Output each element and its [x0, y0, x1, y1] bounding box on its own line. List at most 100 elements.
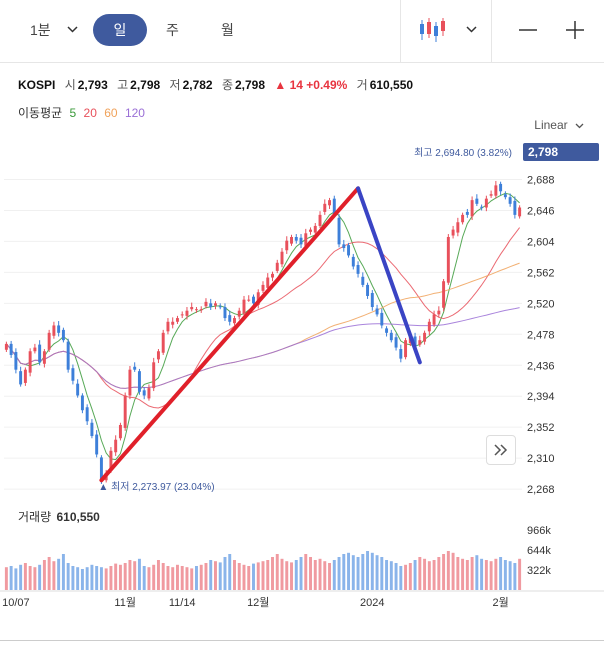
candle-body	[271, 273, 274, 278]
volume-bar	[228, 554, 232, 590]
volume-bar	[328, 563, 332, 590]
candle-body	[370, 293, 374, 308]
candle-body	[80, 395, 84, 411]
candle-body	[128, 369, 132, 396]
current-price-label: 2,798	[528, 145, 558, 159]
tab-month[interactable]: 월	[221, 22, 234, 38]
candle-body	[9, 343, 13, 355]
volume-bar	[370, 552, 374, 590]
volume-bar	[484, 560, 488, 590]
open-label: 시	[64, 78, 76, 92]
scale-label: Linear	[534, 118, 568, 132]
volume-bar	[480, 558, 484, 590]
candle-body	[95, 434, 99, 455]
candle-body	[175, 318, 179, 322]
candle-body	[204, 301, 208, 307]
interval-select[interactable]: 1분	[30, 22, 51, 38]
volume-bar	[442, 554, 446, 590]
annotations: 2,798 최고 2,694.80 (3.82%) ▲ 최저 2,273.97 (2…	[98, 143, 599, 493]
volume-bar	[223, 557, 227, 590]
candle-body	[446, 236, 450, 283]
volume-bar	[171, 567, 175, 590]
volume-bar	[52, 561, 56, 590]
candle-body	[90, 422, 94, 437]
candle-body	[137, 371, 141, 392]
candle-body	[451, 229, 455, 236]
trend-lines	[99, 186, 422, 483]
volume-bar	[271, 557, 274, 590]
index-name: KOSPI	[18, 78, 56, 92]
candle-body	[309, 229, 312, 232]
candle-body	[489, 194, 493, 196]
candle-body	[252, 296, 255, 304]
candle-body	[118, 424, 122, 439]
volume-bar	[427, 561, 431, 590]
candle-body	[494, 185, 498, 196]
volume-label: 거	[356, 78, 368, 92]
ma60-line	[6, 262, 520, 389]
volume-bar	[118, 564, 122, 590]
candle-body	[347, 245, 351, 256]
candle-body	[4, 343, 8, 350]
volume-bar	[508, 561, 512, 590]
grid	[4, 178, 522, 490]
volume-bar	[137, 558, 141, 590]
candle-body	[133, 366, 137, 370]
y-tick-label: 2,310	[527, 453, 555, 465]
candle-body	[85, 407, 89, 422]
price-info: KOSPI 시 2,793 고 2,798 저 2,782 종 2,798 ▲ 14 +…	[18, 76, 413, 93]
volume-bar	[461, 558, 465, 590]
candle-body	[142, 390, 146, 396]
volume-bar	[161, 563, 165, 590]
low-value: 2,782	[182, 78, 213, 92]
chevron-down-icon[interactable]	[67, 24, 78, 36]
candle-body	[299, 237, 303, 245]
volume-bar	[399, 566, 403, 590]
volume-bar	[342, 554, 346, 590]
candle-body	[38, 344, 42, 363]
high-value: 2,798	[130, 78, 161, 92]
ma-120: 120	[124, 106, 145, 120]
candle-body	[47, 332, 51, 350]
candle-body	[304, 233, 308, 246]
candle-body	[66, 341, 70, 370]
chart-type-chevron-icon[interactable]	[466, 24, 477, 36]
ma-20: 20	[83, 106, 97, 120]
volume-bar	[199, 564, 203, 590]
volume-bar	[351, 555, 355, 590]
candle-body	[323, 203, 327, 212]
zoom-out-icon[interactable]	[510, 12, 546, 48]
volume-bar	[294, 560, 298, 590]
candle-body	[266, 277, 270, 288]
candle-body	[242, 299, 246, 314]
volume-bar	[437, 557, 441, 590]
scale-select[interactable]: Linear	[534, 118, 584, 132]
volume-bar	[247, 566, 251, 590]
volume-bar	[503, 560, 507, 590]
candle-body	[408, 336, 412, 344]
x-tick-label: 2024	[360, 597, 384, 609]
candlestick-chart-icon[interactable]	[414, 12, 450, 48]
ma-60: 60	[104, 106, 118, 120]
scroll-to-latest-button[interactable]	[486, 435, 516, 465]
candle-body	[389, 332, 393, 341]
candle-body	[247, 299, 251, 301]
double-chevron-right-icon	[494, 444, 508, 456]
y-tick-label: 2,394	[527, 391, 555, 403]
candle-body	[432, 314, 436, 325]
volume-bar	[180, 566, 184, 590]
candle-body	[42, 351, 46, 364]
candle-body	[228, 315, 232, 322]
tab-day[interactable]: 일	[93, 14, 147, 46]
volume-bar	[9, 566, 13, 590]
volume-bar	[299, 557, 303, 590]
tab-week[interactable]: 주	[166, 22, 179, 38]
volume-bar	[375, 555, 379, 590]
volume-bar	[394, 563, 398, 590]
zoom-in-icon[interactable]	[557, 12, 593, 48]
volume-bar	[446, 551, 450, 590]
x-tick-label: 11/14	[169, 597, 196, 609]
volume-bar	[413, 560, 417, 590]
volume-bar	[261, 561, 265, 590]
volume-bar	[71, 566, 75, 590]
